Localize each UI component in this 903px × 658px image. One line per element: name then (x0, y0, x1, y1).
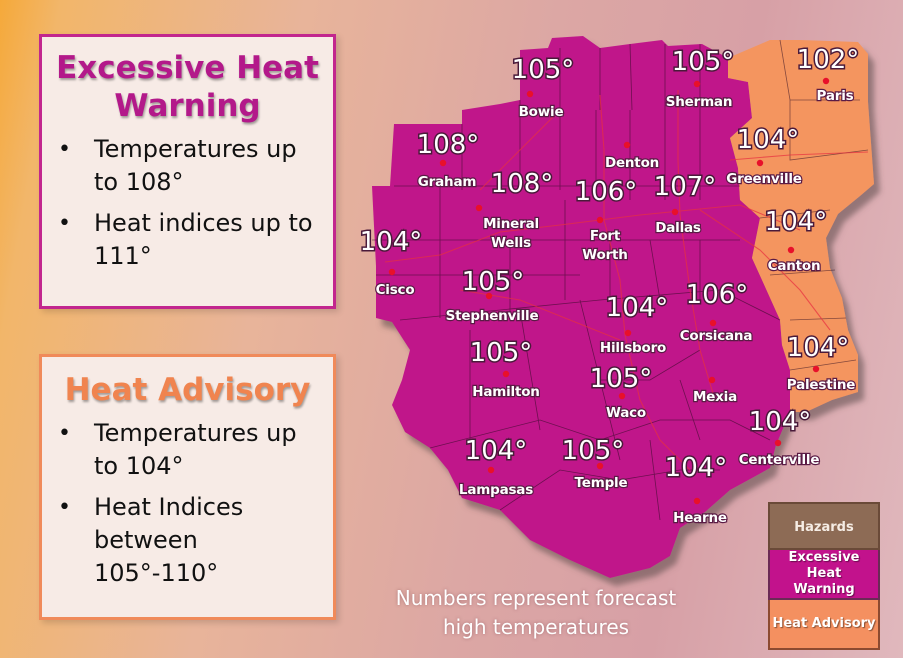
city-label-hamilton: Hamilton (472, 384, 539, 400)
city-dot-sherman (693, 80, 701, 88)
temp-label-mineral-wells: 108° (491, 169, 554, 199)
city-label-dallas: Dallas (655, 220, 701, 236)
city-dot-bowie (526, 90, 534, 98)
temp-label-temple: 105° (562, 436, 625, 466)
city-label-centerville: Centerville (739, 452, 820, 468)
city-dot-hamilton (502, 370, 510, 378)
city-label-palestine: Palestine (787, 377, 856, 393)
temp-label-bowie: 105° (512, 55, 575, 85)
city-label-greenville: Greenville (726, 171, 802, 187)
legend-header: Hazards (768, 502, 880, 550)
city-label-mineral-wells: Mineral Wells (483, 216, 539, 251)
city-dot-dallas (671, 208, 679, 216)
temp-label-paris: 102° (797, 45, 860, 75)
city-label-paris: Paris (817, 88, 854, 104)
city-label-waco: Waco (606, 405, 646, 421)
temp-label-palestine: 104° (787, 333, 850, 363)
city-label-stephenville: Stephenville (446, 308, 539, 324)
temp-label-centerville: 104° (749, 407, 812, 437)
city-label-denton: Denton (605, 155, 659, 171)
temp-label-cisco: 104° (360, 227, 423, 257)
temp-label-lampasas: 104° (465, 436, 528, 466)
city-dot-paris (822, 77, 830, 85)
city-label-mexia: Mexia (693, 389, 737, 405)
hazards-legend: Hazards Excessive Heat Warning Heat Advis… (768, 502, 880, 650)
city-dot-graham (439, 159, 447, 167)
warning-title: Excessive Heat Warning (42, 49, 333, 125)
temp-label-fort-worth: 106° (575, 177, 638, 207)
city-dot-mexia (708, 376, 716, 384)
city-dot-cisco (388, 268, 396, 276)
map-footnote: Numbers represent forecast high temperat… (352, 584, 720, 642)
warning-bullet-heat-indices: Heat indices up to 111° (42, 207, 333, 273)
city-label-cisco: Cisco (376, 282, 415, 298)
city-label-corsicana: Corsicana (680, 328, 753, 344)
city-dot-hillsboro (624, 329, 632, 337)
city-dot-temple (596, 462, 604, 470)
city-label-hearne: Hearne (673, 510, 727, 526)
city-label-fort-worth: Fort Worth (582, 228, 627, 263)
city-dot-greenville (756, 159, 764, 167)
city-dot-hearne (693, 497, 701, 505)
county-lines (372, 39, 869, 521)
city-dot-lampasas (487, 466, 495, 474)
temp-label-hillsboro: 104° (606, 293, 669, 323)
legend-warning-line1: Excessive Heat (788, 550, 860, 581)
temp-label-greenville: 104° (737, 125, 800, 155)
footnote-line1: Numbers represent forecast (395, 586, 677, 610)
heat-advisory-box: Heat Advisory Temperatures up to 104° He… (39, 354, 336, 620)
city-dot-stephenville (485, 292, 493, 300)
warning-title-line2: Warning (114, 88, 261, 124)
city-dot-corsicana (709, 319, 717, 327)
city-dot-centerville (774, 439, 782, 447)
city-label-canton: Canton (768, 258, 821, 274)
advisory-bullet-list: Temperatures up to 104° Heat Indices bet… (42, 417, 333, 590)
city-dot-mineral-wells (475, 204, 483, 212)
temp-label-stephenville: 105° (462, 267, 525, 297)
warning-bullet-list: Temperatures up to 108° Heat indices up … (42, 133, 333, 273)
advisory-bullet-temperatures: Temperatures up to 104° (42, 417, 333, 483)
warning-bullet-temperatures: Temperatures up to 108° (42, 133, 333, 199)
temp-label-waco: 105° (590, 364, 653, 394)
excessive-heat-warning-region (372, 36, 790, 578)
temp-label-hearne: 104° (665, 453, 728, 483)
city-label-bowie: Bowie (519, 104, 564, 120)
warning-title-line1: Excessive Heat (56, 50, 319, 86)
city-dot-fort-worth (596, 216, 604, 224)
city-label-sherman: Sherman (666, 94, 733, 110)
city-dot-palestine (812, 365, 820, 373)
heat-advisory-region (728, 40, 874, 412)
city-label-lampasas: Lampasas (459, 482, 533, 498)
excessive-heat-warning-box: Excessive Heat Warning Temperatures up t… (39, 34, 336, 309)
temp-label-dallas: 107° (654, 172, 717, 202)
city-label-hillsboro: Hillsboro (600, 340, 666, 356)
temp-label-hamilton: 105° (470, 338, 533, 368)
city-dot-canton (787, 246, 795, 254)
temp-label-graham: 108° (417, 130, 480, 160)
advisory-bullet-heat-indices: Heat Indices between 105°-110° (42, 491, 333, 590)
temp-label-corsicana: 106° (686, 280, 749, 310)
city-dot-denton (623, 141, 631, 149)
city-label-graham: Graham (418, 174, 476, 190)
legend-item-excessive-heat-warning: Excessive Heat Warning (768, 550, 880, 600)
city-label-temple: Temple (575, 475, 628, 491)
advisory-title: Heat Advisory (64, 372, 311, 408)
legend-item-heat-advisory: Heat Advisory (768, 600, 880, 650)
temp-label-canton: 104° (765, 207, 828, 237)
footnote-line2: high temperatures (442, 615, 630, 639)
temp-label-sherman: 105° (672, 47, 735, 77)
legend-warning-line2: Warning (793, 582, 855, 597)
city-dot-waco (618, 392, 626, 400)
